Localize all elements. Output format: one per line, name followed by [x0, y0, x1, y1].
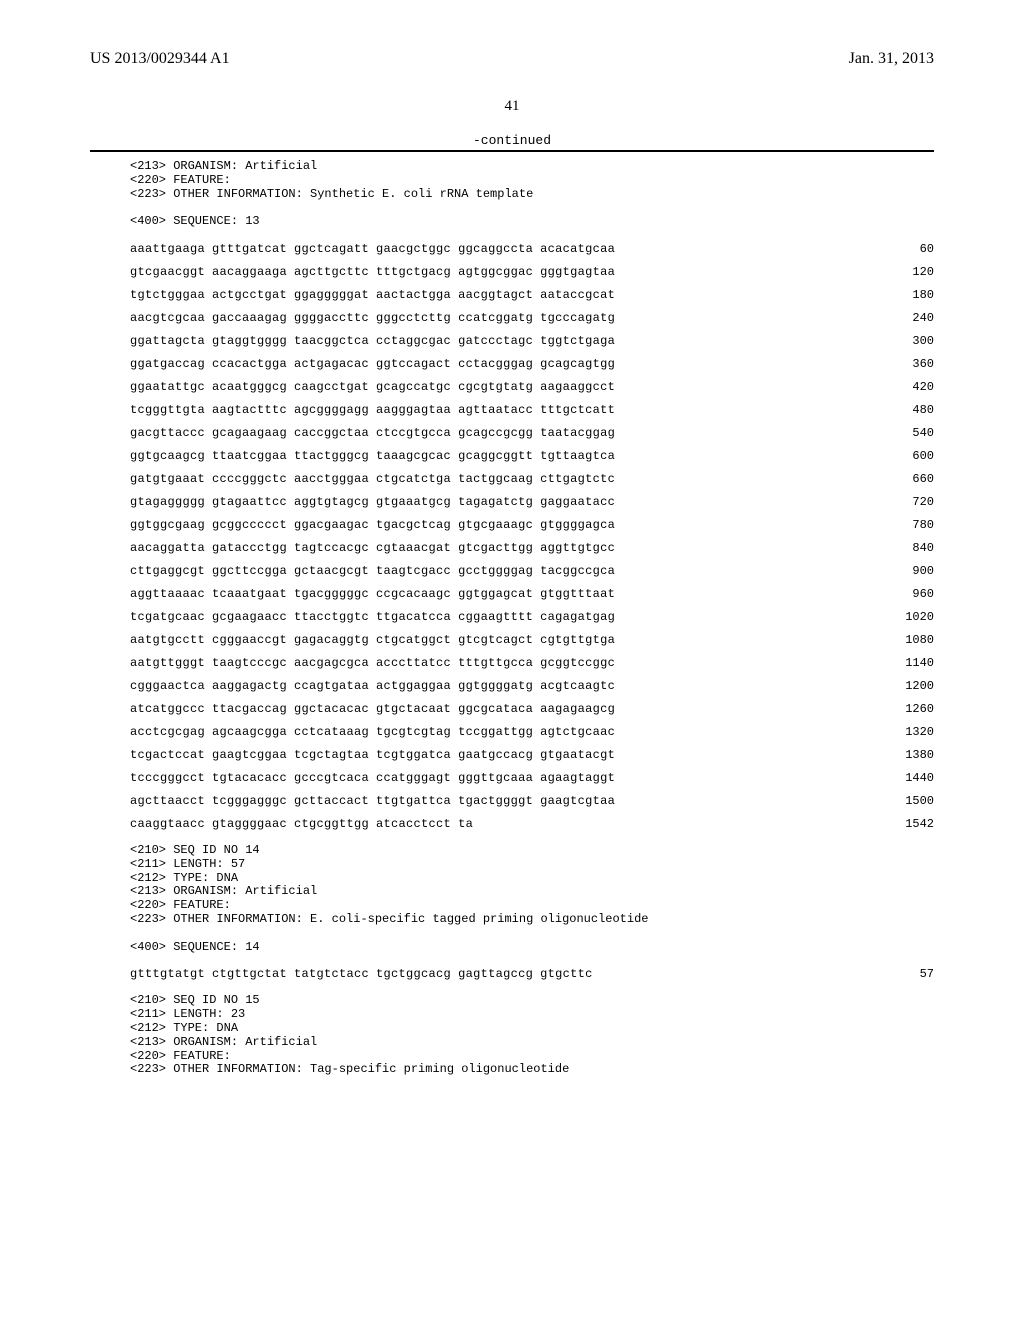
- sequence-row: tgtctgggaaactgcctgatggagggggataactactgga…: [130, 289, 934, 301]
- sequence-position: 240: [874, 312, 934, 324]
- seq14-meta: <210> SEQ ID NO 14 <211> LENGTH: 57 <212…: [130, 844, 934, 954]
- sequence-position: 480: [874, 404, 934, 416]
- sequence-row: agcttaaccttcgggagggcgcttaccactttgtgattca…: [130, 795, 934, 807]
- sequence-chunks: gtagaggggggtagaattccaggtgtagcggtgaaatgcg…: [130, 496, 622, 508]
- seq13-sequence: aaattgaagagtttgatcatggctcagattgaacgctggc…: [130, 243, 934, 830]
- sequence-chunks: cgggaactcaaaggagactgccagtgataaactggaggaa…: [130, 680, 622, 692]
- sequence-row: tcgggttgtaaagtactttcagcggggaggaagggagtaa…: [130, 404, 934, 416]
- sequence-row: ggattagctagtaggtggggtaacggctcacctaggcgac…: [130, 335, 934, 347]
- sequence-chunks: tcgggttgtaaagtactttcagcggggaggaagggagtaa…: [130, 404, 622, 416]
- sequence-position: 1140: [874, 657, 934, 669]
- sequence-chunks: cttgaggcgtggcttccggagctaacgcgttaagtcgacc…: [130, 565, 622, 577]
- page-number: 41: [90, 98, 934, 115]
- sequence-row: tcgatgcaacgcgaagaaccttacctggtcttgacatcca…: [130, 611, 934, 623]
- sequence-row: gtttgtatgtctgttgctattatgtctacctgctggcacg…: [130, 968, 934, 980]
- sequence-position: 900: [874, 565, 934, 577]
- sequence-row: caaggtaaccgtaggggaacctgcggttggatcacctcct…: [130, 818, 934, 830]
- seq13-meta: <213> ORGANISM: Artificial <220> FEATURE…: [130, 160, 934, 229]
- sequence-row: aaattgaagagtttgatcatggctcagattgaacgctggc…: [130, 243, 934, 255]
- sequence-position: 120: [874, 266, 934, 278]
- sequence-position: 60: [874, 243, 934, 255]
- sequence-position: 360: [874, 358, 934, 370]
- sequence-chunks: aacgtcgcaagaccaaagagggggaccttcgggcctcttg…: [130, 312, 622, 324]
- sequence-chunks: gatgtgaaatccccgggctcaacctgggaactgcatctga…: [130, 473, 622, 485]
- sequence-row: aggttaaaactcaaatgaattgacgggggcccgcacaagc…: [130, 588, 934, 600]
- header-left: US 2013/0029344 A1: [90, 50, 230, 68]
- header-right: Jan. 31, 2013: [849, 50, 934, 68]
- sequence-position: 660: [874, 473, 934, 485]
- sequence-chunks: tgtctgggaaactgcctgatggagggggataactactgga…: [130, 289, 622, 301]
- seq15-meta: <210> SEQ ID NO 15 <211> LENGTH: 23 <212…: [130, 994, 934, 1077]
- sequence-row: aatgtgccttcgggaaccgtgagacaggtgctgcatggct…: [130, 634, 934, 646]
- sequence-position: 720: [874, 496, 934, 508]
- sequence-position: 840: [874, 542, 934, 554]
- sequence-row: ggaatattgcacaatgggcgcaagcctgatgcagccatgc…: [130, 381, 934, 393]
- sequence-position: 1440: [874, 772, 934, 784]
- sequence-row: cttgaggcgtggcttccggagctaacgcgttaagtcgacc…: [130, 565, 934, 577]
- sequence-position: 1200: [874, 680, 934, 692]
- sequence-row: aatgttgggttaagtcccgcaacgagcgcaacccttatcc…: [130, 657, 934, 669]
- sequence-position: 780: [874, 519, 934, 531]
- sequence-chunks: aatgttgggttaagtcccgcaacgagcgcaacccttatcc…: [130, 657, 622, 669]
- sequence-chunks: ggaatattgcacaatgggcgcaagcctgatgcagccatgc…: [130, 381, 622, 393]
- sequence-row: ggtgcaagcgttaatcggaattactgggcgtaaagcgcac…: [130, 450, 934, 462]
- sequence-chunks: aaattgaagagtttgatcatggctcagattgaacgctggc…: [130, 243, 622, 255]
- sequence-position: 1320: [874, 726, 934, 738]
- sequence-row: tcccgggccttgtacacaccgcccgtcacaccatgggagt…: [130, 772, 934, 784]
- sequence-chunks: gacgttacccgcagaagaagcaccggctaactccgtgcca…: [130, 427, 622, 439]
- sequence-chunks: caaggtaaccgtaggggaacctgcggttggatcacctcct…: [130, 818, 480, 830]
- sequence-chunks: ggattagctagtaggtggggtaacggctcacctaggcgac…: [130, 335, 622, 347]
- sequence-chunks: tcccgggccttgtacacaccgcccgtcacaccatgggagt…: [130, 772, 622, 784]
- sequence-position: 1020: [874, 611, 934, 623]
- sequence-row: gatgtgaaatccccgggctcaacctgggaactgcatctga…: [130, 473, 934, 485]
- sequence-position: 600: [874, 450, 934, 462]
- sequence-chunks: atcatggcccttacgaccagggctacacacgtgctacaat…: [130, 703, 622, 715]
- sequence-position: 540: [874, 427, 934, 439]
- sequence-row: ggtggcgaaggcggccccctggacgaagactgacgctcag…: [130, 519, 934, 531]
- sequence-chunks: tcgatgcaacgcgaagaaccttacctggtcttgacatcca…: [130, 611, 622, 623]
- sequence-row: aacaggattagataccctggtagtccacgccgtaaacgat…: [130, 542, 934, 554]
- sequence-row: cgggaactcaaaggagactgccagtgataaactggaggaa…: [130, 680, 934, 692]
- sequence-position: 57: [874, 968, 934, 980]
- sequence-row: gacgttacccgcagaagaagcaccggctaactccgtgcca…: [130, 427, 934, 439]
- sequence-row: ggatgaccagccacactggaactgagacacggtccagact…: [130, 358, 934, 370]
- sequence-chunks: agcttaaccttcgggagggcgcttaccactttgtgattca…: [130, 795, 622, 807]
- horizontal-rule: [90, 150, 934, 152]
- sequence-position: 1080: [874, 634, 934, 646]
- sequence-chunks: ggtgcaagcgttaatcggaattactgggcgtaaagcgcac…: [130, 450, 622, 462]
- sequence-position: 1542: [874, 818, 934, 830]
- sequence-row: tcgactccatgaagtcggaatcgctagtaatcgtggatca…: [130, 749, 934, 761]
- sequence-position: 300: [874, 335, 934, 347]
- sequence-chunks: aacaggattagataccctggtagtccacgccgtaaacgat…: [130, 542, 622, 554]
- sequence-chunks: tcgactccatgaagtcggaatcgctagtaatcgtggatca…: [130, 749, 622, 761]
- sequence-position: 1260: [874, 703, 934, 715]
- sequence-chunks: gtcgaacggtaacaggaagaagcttgcttctttgctgacg…: [130, 266, 622, 278]
- sequence-row: acctcgcgagagcaagcggacctcataaagtgcgtcgtag…: [130, 726, 934, 738]
- sequence-chunks: aatgtgccttcgggaaccgtgagacaggtgctgcatggct…: [130, 634, 622, 646]
- sequence-position: 960: [874, 588, 934, 600]
- sequence-row: gtcgaacggtaacaggaagaagcttgcttctttgctgacg…: [130, 266, 934, 278]
- sequence-row: gtagaggggggtagaattccaggtgtagcggtgaaatgcg…: [130, 496, 934, 508]
- sequence-chunks: aggttaaaactcaaatgaattgacgggggcccgcacaagc…: [130, 588, 622, 600]
- sequence-position: 180: [874, 289, 934, 301]
- sequence-chunks: acctcgcgagagcaagcggacctcataaagtgcgtcgtag…: [130, 726, 622, 738]
- sequence-row: atcatggcccttacgaccagggctacacacgtgctacaat…: [130, 703, 934, 715]
- sequence-position: 1500: [874, 795, 934, 807]
- page-header: US 2013/0029344 A1 Jan. 31, 2013: [90, 50, 934, 68]
- seq14-sequence: gtttgtatgtctgttgctattatgtctacctgctggcacg…: [130, 968, 934, 980]
- sequence-row: aacgtcgcaagaccaaagagggggaccttcgggcctcttg…: [130, 312, 934, 324]
- sequence-position: 1380: [874, 749, 934, 761]
- sequence-chunks: ggatgaccagccacactggaactgagacacggtccagact…: [130, 358, 622, 370]
- sequence-position: 420: [874, 381, 934, 393]
- continued-label: -continued: [90, 133, 934, 148]
- sequence-chunks: gtttgtatgtctgttgctattatgtctacctgctggcacg…: [130, 968, 600, 980]
- sequence-chunks: ggtggcgaaggcggccccctggacgaagactgacgctcag…: [130, 519, 622, 531]
